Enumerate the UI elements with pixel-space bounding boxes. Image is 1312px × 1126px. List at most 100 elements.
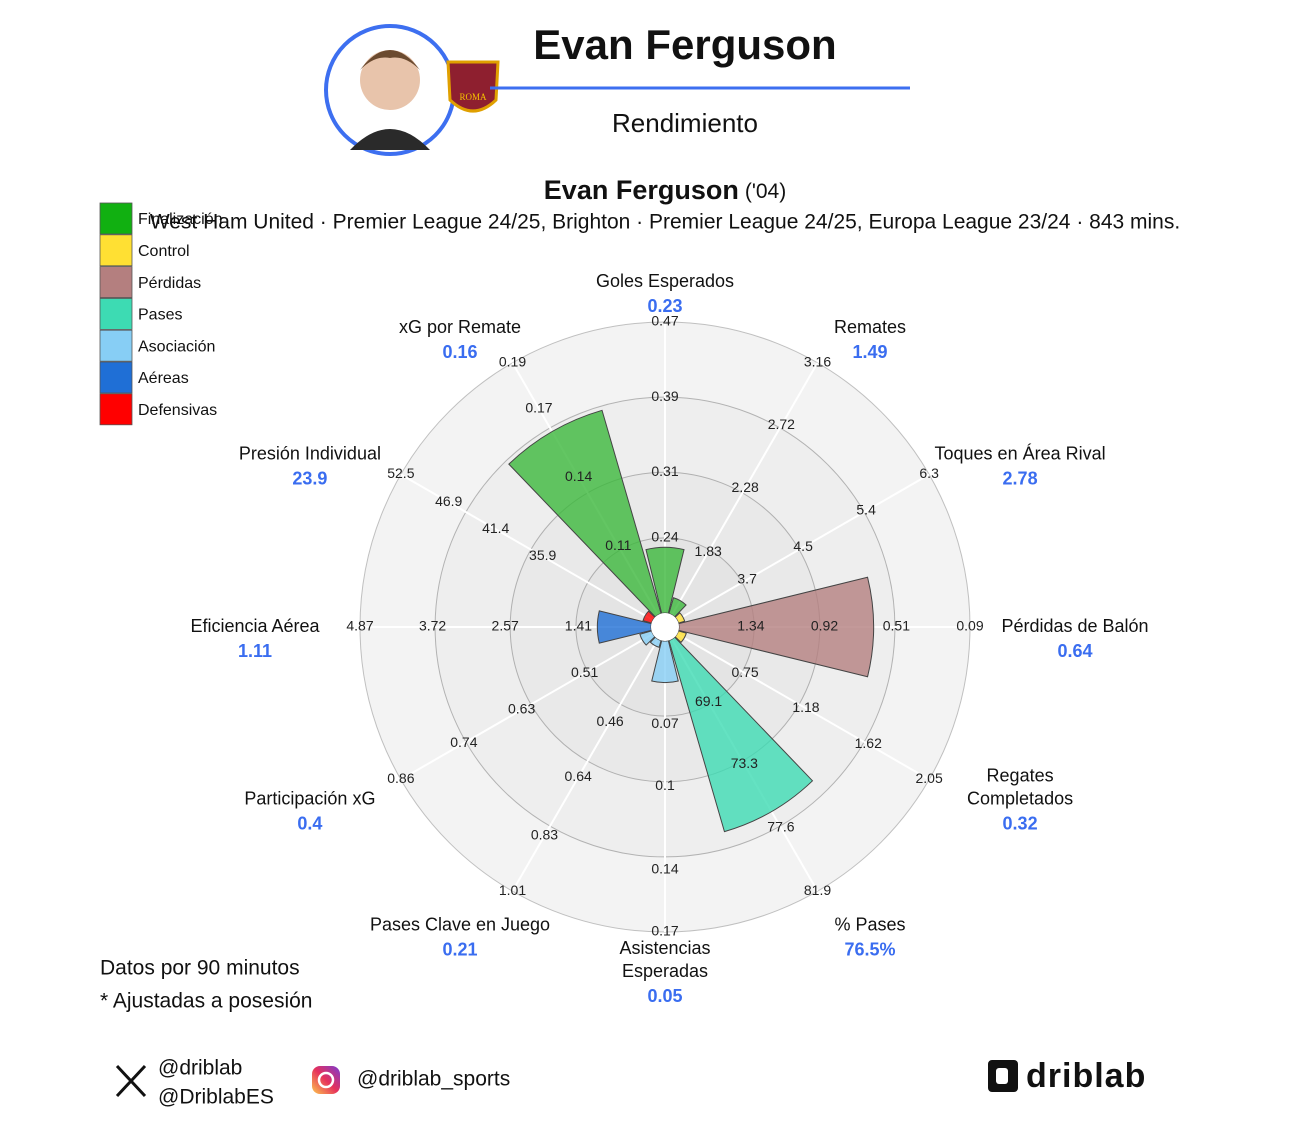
- chart-title: Evan Ferguson ('04): [544, 175, 786, 205]
- tick-label: 0.92: [811, 618, 838, 634]
- instagram-icon: [312, 1066, 340, 1094]
- tick-label: 1.34: [737, 618, 764, 634]
- tick-label: 3.16: [804, 354, 831, 370]
- tick-label: 0.39: [651, 388, 678, 404]
- tick-label: 41.4: [482, 520, 509, 536]
- instagram-icon-lens: [317, 1071, 335, 1089]
- legend-swatch: [99, 266, 133, 299]
- tick-label: 2.72: [768, 416, 795, 432]
- legend-swatch: [99, 202, 133, 235]
- spoke: [511, 626, 666, 892]
- tick-label: 0.07: [651, 715, 678, 731]
- section-title: Rendimiento: [612, 108, 758, 138]
- legend-label: Finalización: [138, 211, 222, 228]
- tick-label: 0.74: [450, 734, 477, 750]
- axis-label: Remates: [834, 317, 906, 337]
- axis-label: Goles Esperados: [596, 271, 734, 291]
- tick-label: 81.9: [804, 882, 831, 898]
- axis-value: 2.78: [1003, 468, 1038, 488]
- tick-label: 5.4: [856, 502, 876, 518]
- tick-label: 0.19: [499, 354, 526, 370]
- legend-swatch: [99, 393, 133, 426]
- axis-value: 0.16: [442, 342, 477, 362]
- tick-label: 0.1: [655, 777, 675, 793]
- legend-label: Control: [138, 243, 190, 260]
- x-handle: @DriblabES: [158, 1086, 274, 1109]
- tick-label: 0.14: [651, 860, 678, 876]
- chart-title-suffix: ('04): [745, 180, 786, 203]
- spoke: [664, 473, 930, 628]
- tick-label: 1.18: [792, 699, 819, 715]
- tick-label: 0.47: [651, 313, 678, 329]
- tick-label: 0.75: [731, 664, 758, 680]
- axis-label: Eficiencia Aérea: [190, 616, 320, 636]
- tick-label: 2.28: [732, 479, 759, 495]
- axis-value: 76.5%: [844, 940, 895, 960]
- tick-label: 0.31: [651, 463, 678, 479]
- x-icon: [115, 1064, 147, 1098]
- legend-label: Pérdidas: [138, 275, 201, 292]
- tick-label: 0.11: [605, 537, 631, 553]
- polar-chart: 0.24 0.31 0.39 0.47 1.83 2.28 2.72 3.16 3.7 4.5 5.…: [190, 271, 1148, 1006]
- tick-label: 2.57: [492, 618, 519, 634]
- tick-label: 77.6: [767, 818, 794, 834]
- axis-label: Completados: [967, 788, 1073, 808]
- player-shirt: [350, 129, 430, 150]
- axis-label: Esperadas: [622, 961, 708, 981]
- axis-label: Regates: [987, 765, 1054, 785]
- tick-label: 0.17: [651, 923, 678, 939]
- legend-swatch: [99, 297, 133, 330]
- x-handle: @driblab: [158, 1057, 242, 1080]
- axis-label: Presión Individual: [239, 443, 381, 463]
- badge-text: ROMA: [459, 92, 487, 102]
- club-badge: [446, 60, 500, 113]
- legend-label: Asociación: [138, 338, 215, 355]
- axis-label: Asistencias: [619, 938, 710, 958]
- legend: Finalización Control Pérdidas Pases Asociaci…: [99, 202, 222, 426]
- tick-label: 2.05: [916, 770, 943, 786]
- spoke: [400, 473, 666, 628]
- axis-label: % Pases: [834, 915, 905, 935]
- tick-label: 1.62: [855, 735, 882, 751]
- legend-label: Pases: [138, 307, 182, 324]
- axis-label: xG por Remate: [399, 317, 521, 337]
- note: * Ajustadas a posesión: [100, 990, 312, 1013]
- tick-label: 1.01: [499, 882, 526, 898]
- axis-label: Pases Clave en Juego: [370, 915, 550, 935]
- tick-label: 0.51: [571, 664, 598, 680]
- tick-label: 3.7: [737, 570, 757, 586]
- player-name: Evan Ferguson: [533, 21, 836, 68]
- axis-value: 0.32: [1003, 813, 1038, 833]
- tick-label: 35.9: [529, 547, 556, 563]
- spoke: [400, 626, 666, 781]
- axis-label: Participación xG: [244, 788, 375, 808]
- legend-swatch: [99, 361, 133, 394]
- axis-value: 1.11: [238, 641, 272, 661]
- spoke: [664, 362, 819, 628]
- note: Datos por 90 minutos: [100, 957, 300, 980]
- tick-label: 0.83: [531, 827, 558, 843]
- tick-label: 0.64: [565, 768, 592, 784]
- tick-label: 0.51: [883, 618, 910, 634]
- tick-label: 6.3: [919, 465, 939, 481]
- chart-subtitle: West Ham United · Premier League 24/25, …: [150, 211, 1180, 234]
- axis-label: Toques en Área Rival: [935, 443, 1106, 463]
- tick-label: 0.46: [596, 713, 623, 729]
- axis-value: 0.4: [297, 813, 322, 833]
- axis-label: Pérdidas de Balón: [1001, 616, 1148, 636]
- legend-swatch: [99, 329, 133, 362]
- legend-swatch: [99, 234, 133, 267]
- tick-label: 69.1: [695, 693, 722, 709]
- tick-label: 0.17: [525, 399, 552, 415]
- tick-label: 0.24: [651, 529, 678, 545]
- tick-label: 52.5: [387, 465, 414, 481]
- tick-label: 46.9: [435, 493, 462, 509]
- tick-label: 0.86: [387, 770, 414, 786]
- tick-label: 4.87: [346, 618, 373, 634]
- tick-label: 1.41: [565, 618, 592, 634]
- axis-value: 23.9: [292, 468, 327, 488]
- axis-value: 1.49: [852, 342, 887, 362]
- axis-value: 0.21: [442, 940, 477, 960]
- spoke: [664, 626, 930, 781]
